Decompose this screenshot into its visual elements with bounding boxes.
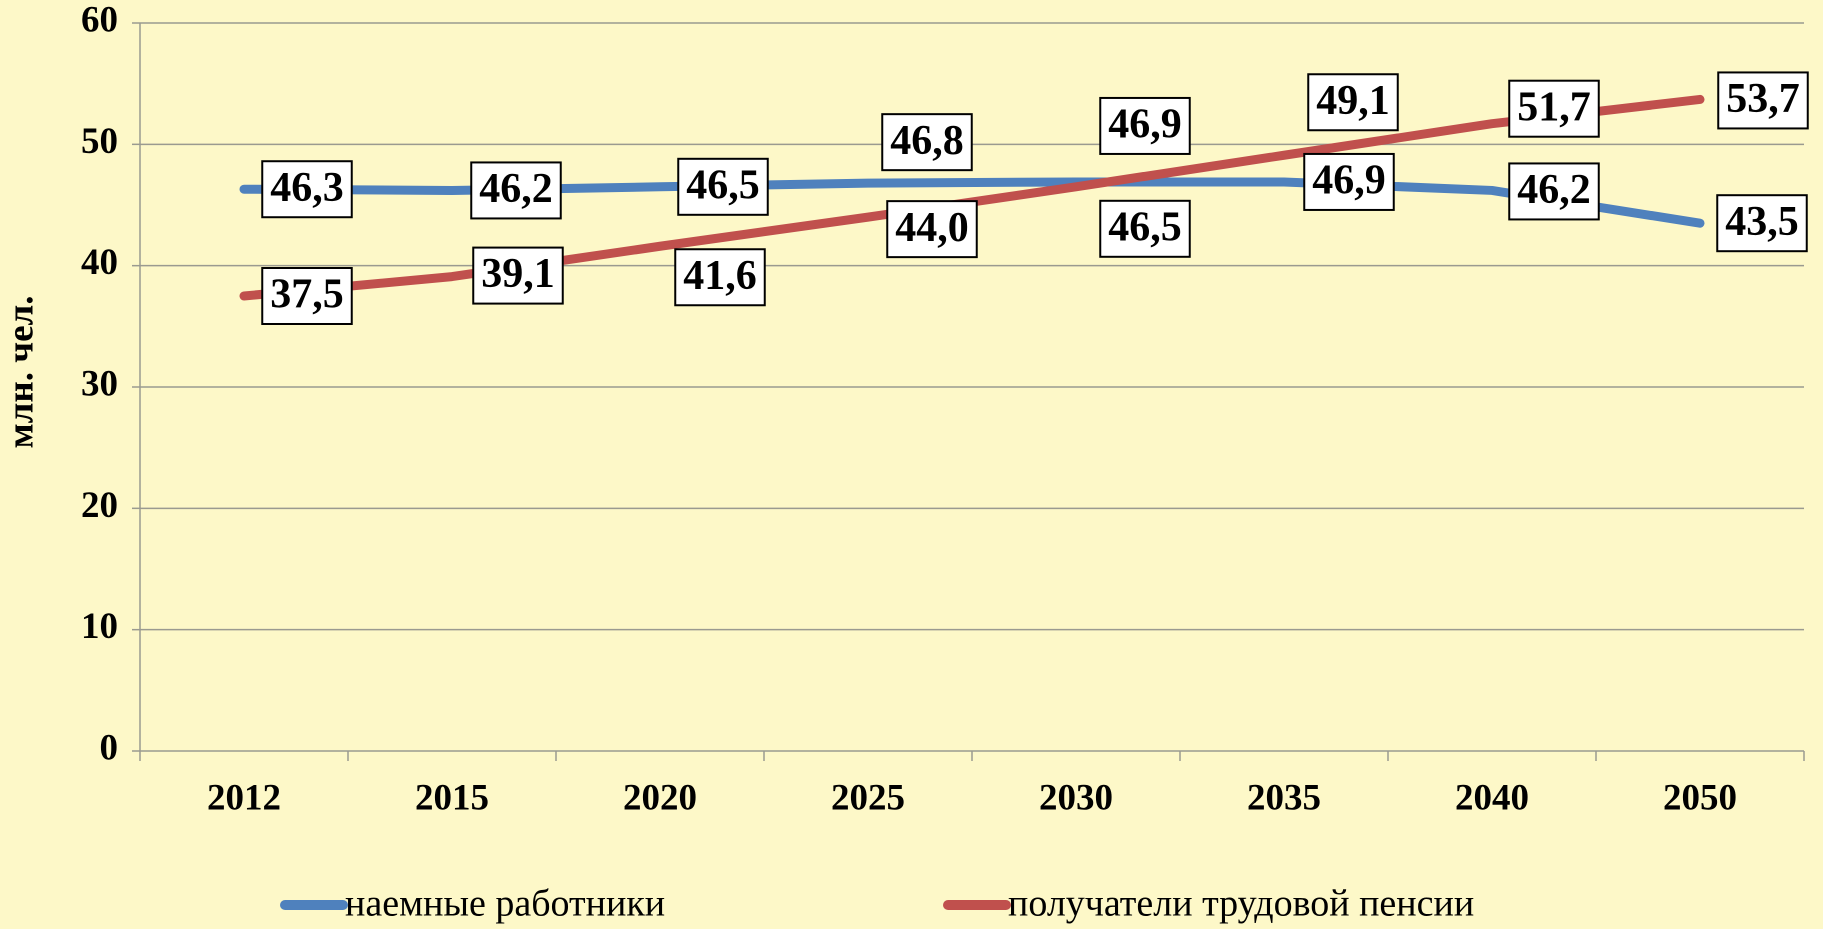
- value-label: 41,6: [674, 248, 766, 307]
- value-label: 46,9: [1303, 152, 1395, 211]
- x-tick-label: 2040: [1455, 777, 1529, 818]
- value-label-text: 37,5: [270, 272, 344, 318]
- value-label: 46,8: [881, 113, 973, 172]
- value-label: 43,5: [1716, 194, 1808, 253]
- value-label: 39,1: [472, 246, 564, 305]
- value-label-text: 46,5: [1108, 204, 1182, 250]
- value-label: 46,9: [1099, 96, 1191, 155]
- value-label-box: [1307, 73, 1399, 132]
- y-tick-label: 20: [81, 485, 118, 526]
- value-label-box: [1716, 194, 1808, 253]
- value-label-text: 53,7: [1726, 76, 1800, 122]
- value-label-text: 49,1: [1316, 78, 1390, 124]
- value-label: 37,5: [261, 267, 353, 325]
- value-label-box: [1717, 71, 1809, 130]
- x-tick-label: 2025: [831, 777, 905, 818]
- value-label: 46,3: [261, 160, 353, 219]
- value-label-text: 51,7: [1517, 84, 1591, 130]
- value-label: 46,5: [1099, 199, 1191, 258]
- value-label-text: 46,8: [890, 118, 964, 164]
- value-label-text: 39,1: [481, 251, 555, 297]
- value-label: 49,1: [1307, 73, 1399, 132]
- legend-label: наемные работники: [345, 883, 665, 925]
- x-tick-label: 2015: [415, 777, 489, 818]
- value-label-text: 46,9: [1312, 158, 1386, 204]
- y-tick-label: 60: [81, 0, 118, 40]
- y-tick-label: 40: [81, 242, 118, 283]
- value-label-box: [674, 248, 766, 307]
- y-tick-label: 10: [81, 606, 118, 647]
- value-label-box: [1303, 152, 1395, 211]
- y-tick-label: 50: [81, 121, 118, 162]
- value-label-box: [677, 157, 769, 216]
- value-label-text: 46,2: [1517, 167, 1591, 213]
- y-tick-label: 0: [100, 727, 119, 768]
- x-tick-label: 2030: [1039, 777, 1113, 818]
- value-label-box: [261, 160, 353, 219]
- x-tick-label: 2020: [623, 777, 697, 818]
- y-axis-label: млн. чел.: [0, 295, 41, 448]
- value-label-box: [881, 113, 973, 172]
- value-label-text: 46,2: [479, 166, 553, 212]
- value-label-box: [886, 200, 978, 259]
- value-label: 46,2: [1508, 162, 1600, 221]
- value-label: 46,5: [677, 157, 769, 216]
- value-label-box: [1508, 162, 1600, 221]
- value-label-box: [1099, 96, 1191, 155]
- value-label: 46,2: [470, 161, 562, 220]
- value-label-text: 46,5: [686, 162, 760, 208]
- value-label-box: [470, 161, 562, 220]
- value-label-text: 44,0: [895, 205, 969, 251]
- value-label-text: 43,5: [1725, 199, 1799, 245]
- value-label-text: 41,6: [683, 253, 757, 299]
- value-label-box: [261, 267, 353, 325]
- legend-label: получатели трудовой пенсии: [1008, 883, 1474, 925]
- x-tick-label: 2012: [207, 777, 281, 818]
- value-label-box: [472, 246, 564, 305]
- value-label-box: [1099, 199, 1191, 258]
- value-label: 53,7: [1717, 71, 1809, 130]
- value-label-box: [1508, 79, 1600, 138]
- value-label: 51,7: [1508, 79, 1600, 138]
- value-label-text: 46,9: [1108, 102, 1182, 148]
- x-tick-label: 2035: [1247, 777, 1321, 818]
- y-tick-label: 30: [81, 363, 118, 404]
- value-label: 44,0: [886, 200, 978, 259]
- value-label-text: 46,3: [270, 165, 344, 211]
- x-tick-label: 2050: [1663, 777, 1737, 818]
